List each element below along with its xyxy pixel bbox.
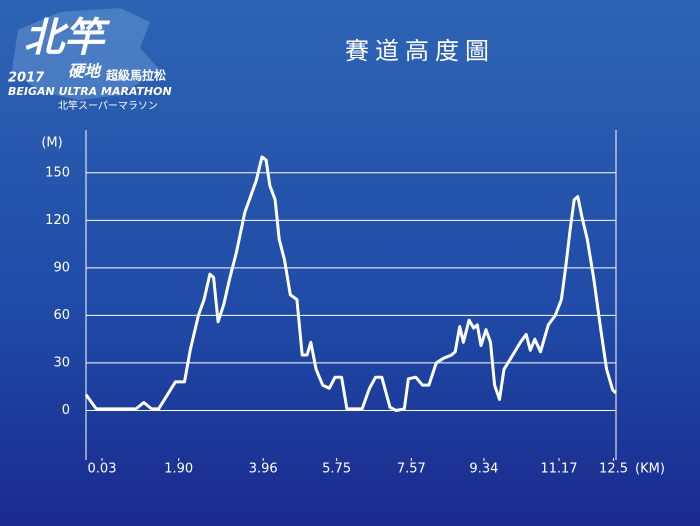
x-tick-label: 5.75 [322,462,351,477]
logo: 北竿 2017 硬地 超級馬拉松 BEIGAN ULTRA MARATHON 北… [8,8,172,112]
logo-english: BEIGAN ULTRA MARATHON [8,85,172,98]
logo-map [12,8,160,100]
x-tick-label: 7.57 [397,462,426,477]
x-tick-label: 0.03 [88,462,117,477]
logo-event: 超級馬拉松 [105,68,166,83]
logo-surface: 硬地 [68,62,102,81]
y-tick-label: 90 [53,260,70,275]
x-tick-label: 1.90 [164,462,193,477]
x-axis-label: (KM) [635,462,665,477]
logo-japanese: 北竿スーパーマラソン [58,99,158,112]
y-tick-label: 0 [62,403,70,418]
x-tick-label: 12.5 [599,462,628,477]
logo-name: 北竿 [24,15,111,61]
y-tick-label: 120 [45,213,70,228]
x-tick-label: 11.17 [540,462,577,477]
x-tick-label: 3.96 [249,462,278,477]
chart-title: 賽道高度圖 [345,37,495,65]
y-tick-label: 60 [53,308,70,323]
y-tick-label: 30 [53,355,70,370]
logo-year: 2017 [8,71,45,86]
y-tick-label: 150 [45,165,70,180]
x-tick-label: 9.34 [469,462,498,477]
y-axis-label: (M) [41,136,62,151]
elevation-line [84,155,618,412]
